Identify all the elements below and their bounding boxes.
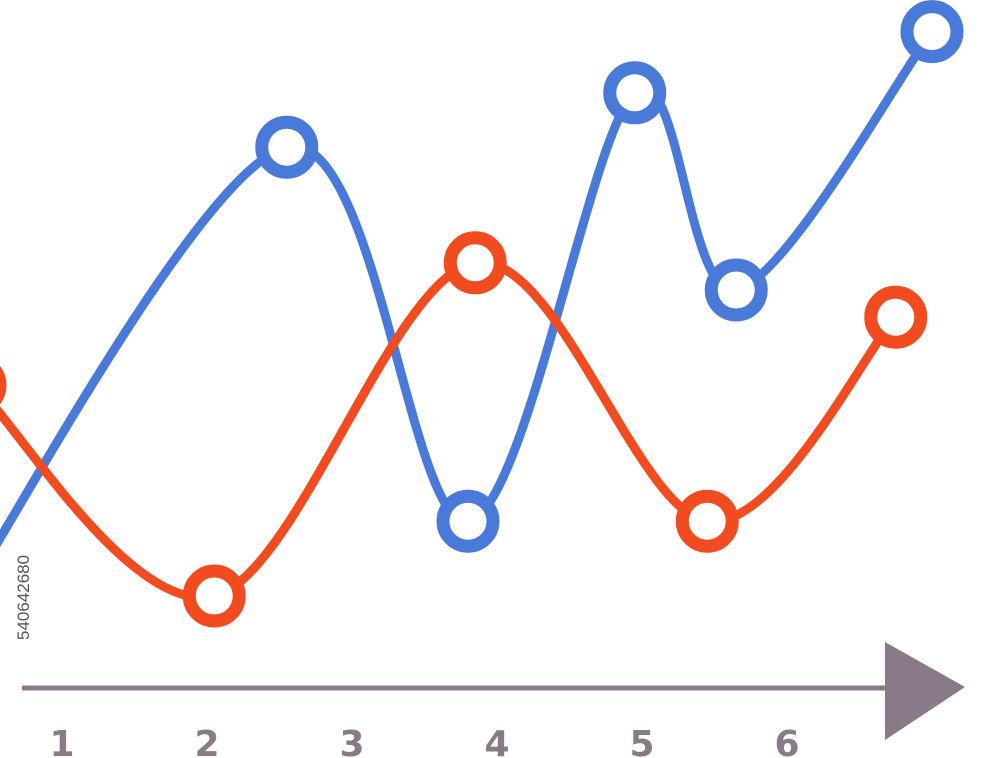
x-axis-arrow-icon xyxy=(885,642,965,740)
series-1-point-4 xyxy=(603,61,667,125)
series-2-point-5 xyxy=(864,285,928,349)
x-tick-label-3: 3 xyxy=(339,724,364,758)
x-tick-label-4: 4 xyxy=(484,724,509,758)
x-tick-label-5: 5 xyxy=(629,724,654,758)
x-tick-label-2: 2 xyxy=(194,724,219,758)
series-1-point-6 xyxy=(900,0,964,64)
side-id-text: 540642680 xyxy=(14,555,33,640)
series-1-line xyxy=(0,27,937,548)
x-tick-label-6: 6 xyxy=(774,724,799,758)
series-2 xyxy=(0,231,928,628)
x-tick-labels: 1 2 3 4 5 6 xyxy=(49,724,799,758)
series-1 xyxy=(0,0,964,553)
x-tick-label-1: 1 xyxy=(49,724,74,758)
x-axis xyxy=(22,642,965,740)
series-1-point-5 xyxy=(704,258,768,322)
series-1-point-2 xyxy=(255,115,319,179)
series-layer xyxy=(0,0,964,628)
series-1-point-3 xyxy=(436,489,500,553)
series-2-point-3 xyxy=(443,231,507,295)
series-2-point-2 xyxy=(182,564,246,628)
series-2-point-4 xyxy=(675,489,739,553)
